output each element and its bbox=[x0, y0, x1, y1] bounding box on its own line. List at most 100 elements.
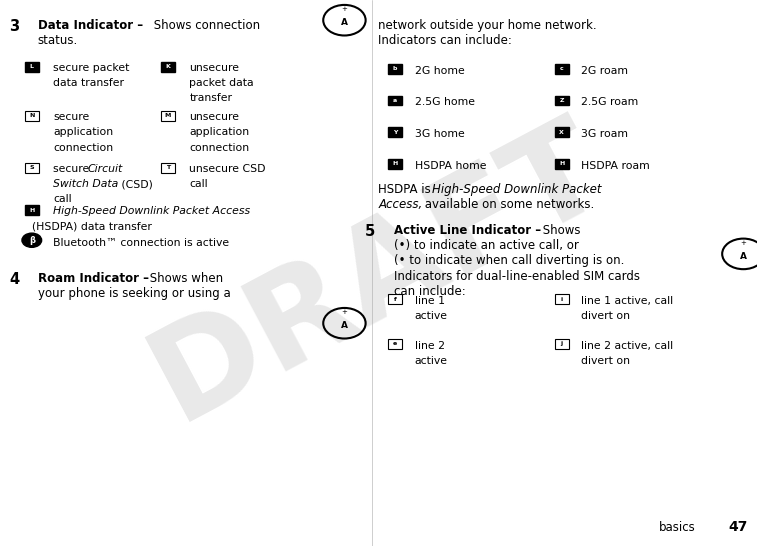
Circle shape bbox=[22, 233, 42, 247]
FancyBboxPatch shape bbox=[388, 127, 402, 137]
Text: L: L bbox=[30, 64, 34, 69]
Text: +: + bbox=[341, 310, 347, 315]
FancyBboxPatch shape bbox=[555, 339, 569, 349]
Text: β: β bbox=[29, 236, 35, 245]
Text: 2G home: 2G home bbox=[415, 66, 465, 75]
Text: Data Indicator –: Data Indicator – bbox=[38, 19, 143, 32]
Text: HSDPA is: HSDPA is bbox=[378, 183, 435, 196]
Text: S: S bbox=[30, 165, 34, 170]
Text: Shows when: Shows when bbox=[146, 272, 223, 285]
Text: K: K bbox=[166, 64, 170, 69]
FancyBboxPatch shape bbox=[161, 62, 175, 72]
FancyBboxPatch shape bbox=[25, 205, 39, 215]
Text: 4: 4 bbox=[9, 272, 19, 287]
Text: line 1: line 1 bbox=[415, 296, 445, 306]
Text: H: H bbox=[393, 161, 397, 167]
Text: +: + bbox=[341, 7, 347, 12]
Text: secure: secure bbox=[53, 112, 89, 122]
Text: (•) to indicate an active call, or: (•) to indicate an active call, or bbox=[394, 239, 578, 252]
Text: unsecure: unsecure bbox=[189, 112, 239, 122]
Text: Shows: Shows bbox=[539, 224, 581, 237]
Text: Indicators for dual-line-enabled SIM cards: Indicators for dual-line-enabled SIM car… bbox=[394, 270, 640, 283]
Text: M: M bbox=[165, 113, 171, 118]
Text: secure: secure bbox=[53, 164, 93, 174]
FancyBboxPatch shape bbox=[161, 163, 175, 173]
Text: call: call bbox=[189, 179, 208, 189]
Text: 47: 47 bbox=[728, 520, 748, 534]
Text: (• to indicate when call diverting is on.: (• to indicate when call diverting is on… bbox=[394, 254, 624, 268]
Text: Z: Z bbox=[559, 98, 564, 103]
Text: Access,: Access, bbox=[378, 198, 422, 211]
Text: A: A bbox=[740, 252, 747, 260]
Text: line 2 active, call: line 2 active, call bbox=[581, 341, 674, 351]
Text: your phone is seeking or using a: your phone is seeking or using a bbox=[38, 287, 231, 300]
Text: (HSDPA) data transfer: (HSDPA) data transfer bbox=[32, 222, 151, 232]
Text: 5: 5 bbox=[365, 224, 375, 239]
Text: Roam Indicator –: Roam Indicator – bbox=[38, 272, 149, 285]
Text: HSDPA home: HSDPA home bbox=[415, 161, 486, 170]
Text: HSDPA roam: HSDPA roam bbox=[581, 161, 650, 170]
Text: application: application bbox=[189, 127, 249, 137]
Text: line 1 active, call: line 1 active, call bbox=[581, 296, 674, 306]
Text: f: f bbox=[394, 296, 397, 302]
Text: unsecure CSD: unsecure CSD bbox=[189, 164, 266, 174]
FancyBboxPatch shape bbox=[388, 339, 402, 349]
Text: e: e bbox=[393, 341, 397, 347]
Text: N: N bbox=[29, 113, 35, 118]
Text: Active Line Indicator –: Active Line Indicator – bbox=[394, 224, 540, 237]
Text: network outside your home network.: network outside your home network. bbox=[378, 19, 597, 32]
Text: status.: status. bbox=[38, 34, 78, 48]
Text: 3G home: 3G home bbox=[415, 129, 465, 139]
Text: Y: Y bbox=[393, 129, 397, 135]
FancyBboxPatch shape bbox=[555, 159, 569, 169]
Text: 3: 3 bbox=[9, 19, 19, 34]
Text: available on some networks.: available on some networks. bbox=[421, 198, 594, 211]
Text: (CSD): (CSD) bbox=[118, 179, 153, 189]
FancyBboxPatch shape bbox=[388, 159, 402, 169]
Text: X: X bbox=[559, 129, 564, 135]
Text: +: + bbox=[740, 240, 746, 246]
Text: connection: connection bbox=[189, 143, 249, 152]
FancyBboxPatch shape bbox=[161, 111, 175, 121]
Text: unsecure: unsecure bbox=[189, 63, 239, 73]
Text: b: b bbox=[393, 66, 397, 72]
Text: Shows connection: Shows connection bbox=[150, 19, 260, 32]
Text: Indicators can include:: Indicators can include: bbox=[378, 34, 512, 48]
Text: divert on: divert on bbox=[581, 311, 631, 321]
Text: divert on: divert on bbox=[581, 356, 631, 366]
Text: T: T bbox=[166, 165, 170, 170]
Text: c: c bbox=[560, 66, 563, 72]
FancyBboxPatch shape bbox=[555, 294, 569, 304]
FancyBboxPatch shape bbox=[25, 62, 39, 72]
FancyBboxPatch shape bbox=[25, 111, 39, 121]
Text: call: call bbox=[53, 194, 72, 204]
Text: a: a bbox=[393, 98, 397, 103]
FancyBboxPatch shape bbox=[555, 96, 569, 105]
FancyBboxPatch shape bbox=[555, 64, 569, 74]
Text: packet data: packet data bbox=[189, 78, 254, 88]
Text: j: j bbox=[561, 341, 562, 347]
Text: active: active bbox=[415, 356, 448, 366]
FancyBboxPatch shape bbox=[25, 163, 39, 173]
Text: DRAFT: DRAFT bbox=[131, 101, 626, 445]
Text: A: A bbox=[341, 321, 348, 330]
Text: H: H bbox=[30, 207, 34, 213]
Text: High-Speed Downlink Packet: High-Speed Downlink Packet bbox=[432, 183, 602, 196]
Text: line 2: line 2 bbox=[415, 341, 445, 351]
Text: transfer: transfer bbox=[189, 93, 232, 103]
FancyBboxPatch shape bbox=[388, 294, 402, 304]
Text: basics: basics bbox=[659, 521, 696, 534]
Text: can include:: can include: bbox=[394, 285, 466, 298]
Text: Circuit: Circuit bbox=[88, 164, 123, 174]
Text: 2G roam: 2G roam bbox=[581, 66, 628, 75]
Text: A: A bbox=[341, 18, 348, 27]
Text: i: i bbox=[561, 296, 562, 302]
FancyBboxPatch shape bbox=[388, 96, 402, 105]
Text: High-Speed Downlink Packet Access: High-Speed Downlink Packet Access bbox=[53, 206, 250, 216]
Text: connection: connection bbox=[53, 143, 113, 152]
Text: Bluetooth™ connection is active: Bluetooth™ connection is active bbox=[53, 238, 229, 247]
Text: 2.5G home: 2.5G home bbox=[415, 97, 475, 107]
FancyBboxPatch shape bbox=[388, 64, 402, 74]
Text: active: active bbox=[415, 311, 448, 321]
FancyBboxPatch shape bbox=[555, 127, 569, 137]
